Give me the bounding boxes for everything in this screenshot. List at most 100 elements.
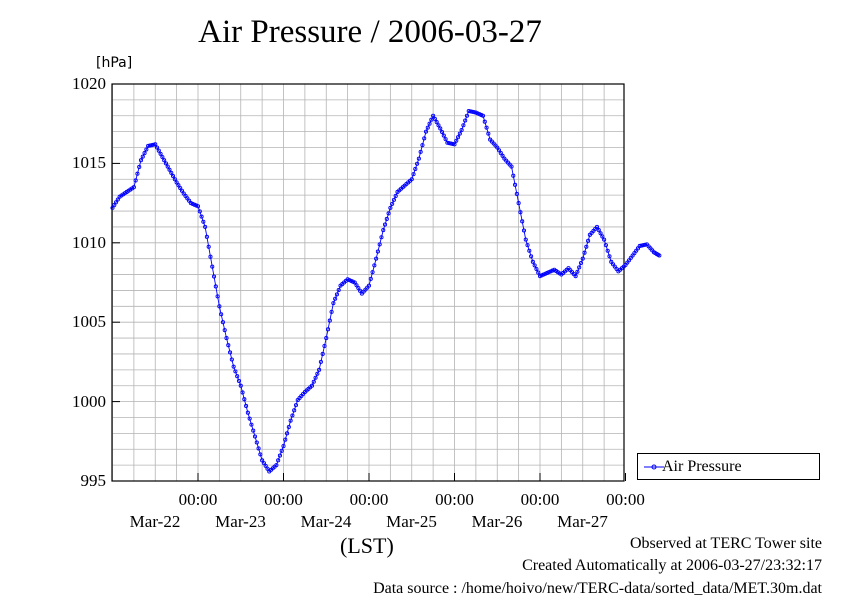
data-point bbox=[217, 304, 222, 309]
data-point bbox=[390, 201, 395, 206]
data-point bbox=[386, 211, 391, 216]
data-point bbox=[147, 143, 152, 148]
data-point bbox=[247, 416, 252, 421]
data-point bbox=[482, 119, 487, 124]
data-point bbox=[333, 296, 338, 301]
data-point bbox=[309, 383, 315, 388]
data-point bbox=[578, 260, 584, 266]
data-point bbox=[423, 129, 429, 134]
data-point bbox=[292, 408, 297, 413]
data-point bbox=[443, 137, 448, 142]
data-point bbox=[206, 244, 211, 249]
data-point bbox=[115, 197, 120, 202]
data-point bbox=[329, 309, 334, 314]
data-point bbox=[293, 403, 299, 408]
x-tick-time-label: 00:00 bbox=[264, 490, 303, 509]
data-point bbox=[265, 466, 270, 471]
data-point bbox=[514, 191, 519, 197]
data-point bbox=[114, 200, 119, 205]
data-point bbox=[318, 359, 323, 364]
footer-created: Created Automatically at 2006-03-27/23:3… bbox=[522, 557, 822, 574]
data-point bbox=[283, 437, 288, 442]
data-point bbox=[411, 172, 416, 177]
y-tick-label: 1000 bbox=[72, 391, 106, 411]
data-point bbox=[240, 390, 245, 395]
y-axis-unit-label: [hPa] bbox=[96, 55, 133, 71]
data-point bbox=[484, 125, 489, 130]
data-point bbox=[586, 238, 591, 243]
data-point bbox=[584, 244, 589, 249]
data-point bbox=[162, 158, 167, 163]
data-point bbox=[254, 440, 259, 445]
data-point bbox=[575, 269, 580, 274]
data-point bbox=[219, 312, 224, 317]
data-point bbox=[215, 294, 220, 299]
data-point bbox=[418, 149, 423, 154]
data-point bbox=[498, 151, 503, 156]
data-point bbox=[233, 369, 238, 374]
data-point bbox=[534, 266, 539, 272]
data-point bbox=[315, 371, 320, 376]
chart-title: Air Pressure / 2006-03-27 bbox=[198, 14, 542, 50]
data-point bbox=[509, 164, 514, 169]
data-point bbox=[263, 463, 268, 468]
data-point bbox=[171, 174, 176, 179]
y-tick-label: 1005 bbox=[72, 312, 106, 332]
data-point bbox=[165, 164, 170, 169]
data-point bbox=[372, 263, 377, 268]
x-axis-label: (LST) bbox=[340, 533, 394, 558]
data-point bbox=[432, 116, 437, 121]
data-point bbox=[260, 458, 265, 463]
data-point bbox=[151, 142, 156, 147]
data-point bbox=[195, 204, 201, 209]
x-tick-date-label: Mar-27 bbox=[557, 512, 608, 531]
data-point bbox=[523, 237, 528, 242]
data-point bbox=[409, 177, 414, 182]
data-point bbox=[358, 288, 363, 293]
data-point bbox=[525, 243, 530, 248]
data-point bbox=[580, 256, 585, 261]
data-point bbox=[388, 205, 393, 210]
data-point bbox=[425, 125, 430, 130]
data-point bbox=[422, 136, 427, 141]
data-point bbox=[142, 151, 147, 156]
data-point bbox=[324, 336, 329, 341]
data-point bbox=[582, 250, 587, 255]
data-point bbox=[463, 118, 468, 123]
data-point bbox=[454, 138, 459, 143]
data-point bbox=[220, 320, 225, 325]
data-point bbox=[431, 113, 436, 118]
data-point bbox=[288, 418, 293, 423]
data-point bbox=[154, 145, 160, 150]
data-point bbox=[377, 242, 382, 247]
y-tick-label: 995 bbox=[80, 471, 107, 490]
data-point bbox=[639, 243, 644, 248]
data-point bbox=[204, 234, 209, 239]
data-point bbox=[199, 214, 204, 219]
data-point bbox=[605, 248, 610, 253]
data-point bbox=[486, 131, 491, 136]
data-point bbox=[598, 231, 603, 236]
legend: Air Pressure bbox=[637, 453, 820, 480]
data-point bbox=[144, 147, 149, 152]
data-point bbox=[251, 428, 256, 433]
data-point bbox=[602, 237, 607, 242]
data-point bbox=[274, 463, 279, 468]
data-point bbox=[281, 444, 286, 449]
data-point bbox=[391, 197, 396, 202]
data-point bbox=[466, 108, 471, 114]
data-point bbox=[228, 350, 233, 355]
data-point bbox=[252, 434, 258, 439]
data-point bbox=[131, 185, 136, 190]
data-point bbox=[137, 164, 142, 170]
x-tick-time-label: 00:00 bbox=[178, 490, 218, 509]
data-point bbox=[603, 243, 608, 248]
data-point bbox=[210, 264, 215, 269]
data-point bbox=[637, 243, 642, 249]
data-point bbox=[279, 448, 284, 453]
data-point bbox=[277, 453, 282, 458]
data-point bbox=[176, 183, 181, 188]
data-point bbox=[224, 336, 229, 341]
data-point bbox=[415, 161, 420, 166]
